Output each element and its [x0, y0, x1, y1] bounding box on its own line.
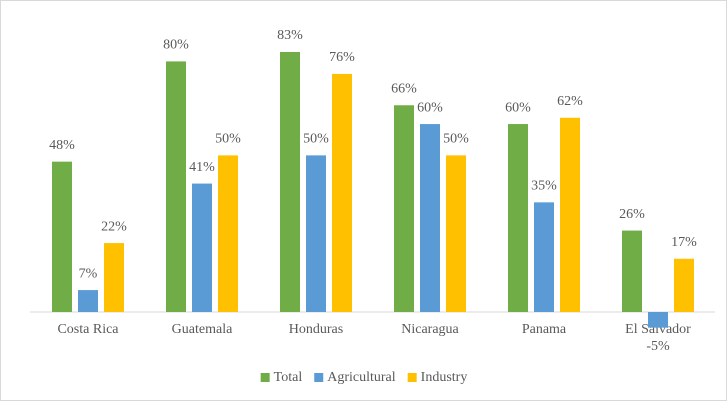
bar	[306, 155, 326, 312]
bar	[166, 61, 186, 313]
data-label: 66%	[391, 81, 417, 96]
x-tick-label: Costa Rica	[57, 322, 119, 337]
x-tick-label: Nicaragua	[401, 322, 459, 337]
data-label: 7%	[79, 266, 98, 281]
bar	[394, 105, 414, 312]
legend-swatch	[407, 373, 417, 382]
x-tick-label: Honduras	[289, 322, 343, 337]
bar	[78, 290, 98, 312]
bar	[420, 124, 440, 313]
data-label: 48%	[49, 138, 75, 153]
x-tick-label: Guatemala	[172, 322, 233, 337]
bar	[332, 73, 352, 313]
data-label: 50%	[443, 132, 469, 147]
bar	[674, 258, 694, 312]
data-label: 41%	[189, 160, 215, 175]
data-label: 62%	[557, 94, 583, 109]
data-label: 83%	[277, 28, 303, 43]
data-label: 50%	[303, 132, 329, 147]
bar	[52, 161, 72, 312]
data-label: -5%	[646, 339, 670, 354]
bar	[446, 155, 466, 312]
legend-label: Agricultural	[327, 370, 396, 385]
data-label: 60%	[417, 100, 443, 115]
bar	[534, 202, 554, 312]
bar	[560, 117, 580, 312]
bar	[648, 312, 668, 328]
data-label: 26%	[619, 207, 645, 222]
bar	[508, 124, 528, 313]
bar	[104, 243, 124, 312]
legend-label: Total	[274, 370, 303, 385]
legend-swatch	[260, 373, 270, 382]
data-label: 76%	[329, 50, 355, 65]
bar	[218, 155, 238, 312]
data-label: 35%	[531, 179, 557, 194]
x-tick-label: El Salvador	[625, 322, 691, 337]
legend-swatch	[314, 373, 324, 382]
bar	[192, 183, 212, 312]
bar	[622, 230, 642, 312]
data-label: 17%	[671, 235, 697, 250]
legend-label: Industry	[421, 370, 468, 385]
data-label: 50%	[215, 132, 241, 147]
data-label: 22%	[101, 219, 127, 234]
x-tick-label: Panama	[522, 322, 567, 337]
data-label: 60%	[505, 100, 531, 115]
data-label: 80%	[163, 38, 189, 53]
bar	[280, 52, 300, 312]
